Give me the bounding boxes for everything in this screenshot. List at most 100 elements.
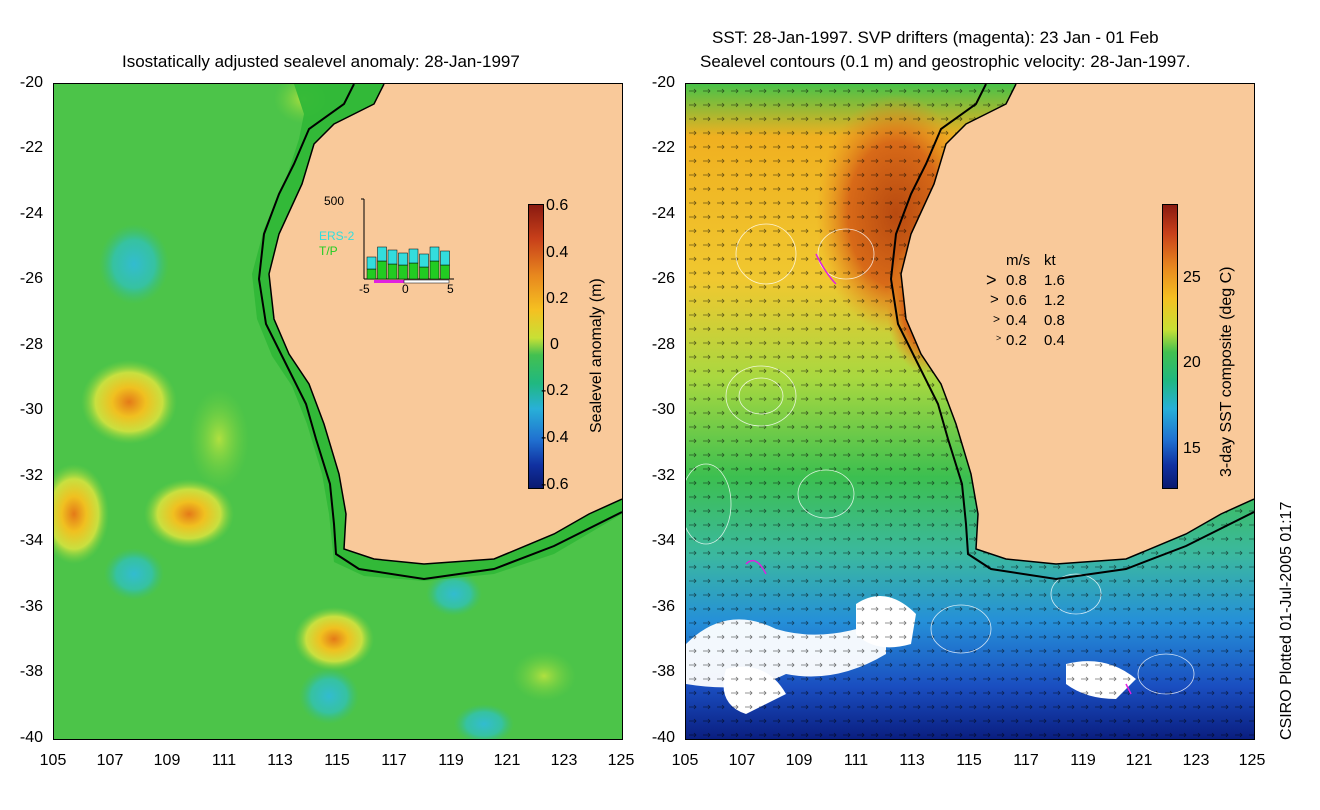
sl-cb-tick-0.4: 0.4 [546, 244, 569, 261]
right-ytick: -22 [651, 139, 675, 156]
speed-legend-ms: 0.6 [1006, 292, 1027, 309]
speed-legend: m/s kt > 0.8 1.6 > 0.6 1.2 > 0.4 0.8 > 0… [986, 252, 1096, 352]
coastline [268, 84, 622, 565]
isobath-line [257, 84, 622, 581]
right-xtick: 113 [899, 752, 925, 769]
left-ytick: -22 [19, 139, 43, 156]
speed-arrow-icon: > [996, 333, 1002, 343]
left-xtick: 113 [267, 752, 293, 769]
speed-legend-header-ms: m/s [1006, 252, 1031, 269]
left-ytick: -28 [19, 336, 43, 353]
left-xtick: 105 [39, 752, 67, 769]
inset-xtick-neg5: -5 [359, 282, 370, 296]
plot-credit: CSIRO Plotted 01-Jul-2005 01:17 [1278, 501, 1295, 740]
speed-legend-kt: 1.2 [1044, 292, 1065, 309]
left-ytick: -32 [19, 467, 43, 484]
speed-legend-kt: 0.4 [1044, 332, 1065, 349]
sl-cb-tick-0.6: 0.6 [546, 197, 569, 214]
inset-series-tp: T/P [319, 244, 338, 258]
speed-arrow-icon: > [990, 291, 999, 308]
sl-cb-tick-0: 0 [550, 336, 559, 353]
inset-bar-ers2 [429, 246, 440, 262]
sealevel-anomaly-map: 500 ERS-2 T/P -5 0 5 [53, 83, 623, 740]
left-xtick: 111 [211, 752, 237, 769]
inset-bar-ers2 [366, 256, 377, 270]
sst-colorbar [1162, 204, 1178, 489]
inset-bar-tp [429, 260, 440, 280]
inset-bar-ers2 [377, 246, 387, 262]
right-panel-title-line1: SST: 28-Jan-1997. SVP drifters (magenta)… [712, 28, 1159, 47]
right-ytick: -24 [651, 205, 675, 222]
inset-bar-ers2 [408, 248, 419, 264]
inset-bar-tp [419, 266, 429, 280]
right-ytick: -26 [651, 270, 675, 287]
left-ytick: -20 [19, 74, 43, 91]
svp-drifter-tracks [745, 253, 1132, 695]
inset-xtick-0: 0 [402, 282, 409, 296]
inset-bar-ers2 [419, 253, 429, 268]
right-xtick: 115 [956, 752, 982, 769]
speed-legend-ms: 0.8 [1006, 272, 1027, 289]
sealevel-contours [686, 223, 1195, 695]
inset-bar-ers2 [440, 250, 450, 266]
left-xtick: 123 [550, 752, 578, 769]
left-ytick: -40 [19, 729, 43, 746]
sl-cb-tick-neg0.6: -0.6 [541, 476, 569, 493]
left-panel-title: Isostatically adjusted sealevel anomaly:… [122, 52, 520, 71]
right-ytick: -32 [651, 467, 675, 484]
right-xtick: 107 [728, 752, 756, 769]
inset-bar-tp [398, 264, 408, 280]
coastline-right [900, 84, 1254, 565]
speed-legend-kt: 1.6 [1044, 272, 1065, 289]
sst-map: m/s kt > 0.8 1.6 > 0.6 1.2 > 0.4 0.8 > 0… [685, 83, 1255, 740]
left-xtick: 119 [438, 752, 464, 769]
right-xtick: 125 [1238, 752, 1266, 769]
left-xtick: 125 [607, 752, 635, 769]
speed-legend-ms: 0.4 [1006, 312, 1027, 329]
speed-legend-ms: 0.2 [1006, 332, 1027, 349]
right-ytick: -38 [651, 663, 675, 680]
left-ytick: -30 [19, 401, 43, 418]
sl-cb-tick-neg0.4: -0.4 [541, 429, 569, 446]
sst-cb-tick-20: 20 [1183, 354, 1201, 371]
sealevel-colorbar [528, 204, 544, 489]
inset-bar-ers2 [398, 252, 408, 266]
sst-cb-tick-25: 25 [1183, 269, 1201, 286]
sl-colorbar-label: Sealevel anomaly (m) [588, 278, 605, 433]
speed-legend-header-kt: kt [1044, 252, 1056, 269]
left-ytick: -26 [19, 270, 43, 287]
left-ytick: -34 [19, 532, 43, 549]
right-ytick: -28 [651, 336, 675, 353]
speed-legend-kt: 0.8 [1044, 312, 1065, 329]
left-ytick: -36 [19, 598, 43, 615]
right-xtick: 123 [1182, 752, 1210, 769]
sl-cb-tick-neg0.2: -0.2 [541, 382, 569, 399]
inset-histogram [361, 198, 454, 284]
left-xtick: 117 [381, 752, 407, 769]
right-ytick: -40 [651, 729, 675, 746]
right-ytick: -36 [651, 598, 675, 615]
right-xtick: 121 [1125, 752, 1153, 769]
right-xtick: 119 [1070, 752, 1096, 769]
left-ytick: -24 [19, 205, 43, 222]
speed-arrow-icon: > [993, 312, 1001, 326]
right-xtick: 105 [671, 752, 699, 769]
sl-cb-tick-0.2: 0.2 [546, 290, 569, 307]
inset-xtick-5: 5 [447, 282, 454, 296]
left-ytick: -38 [19, 663, 43, 680]
right-ytick: -30 [651, 401, 675, 418]
speed-arrow-icon: > [986, 270, 997, 290]
inset-bar-tp [366, 268, 377, 280]
left-xtick: 115 [324, 752, 350, 769]
left-xtick: 121 [493, 752, 521, 769]
inset-bar-tp [387, 263, 398, 280]
right-ytick: -34 [651, 532, 675, 549]
right-ytick: -20 [651, 74, 675, 91]
sst-colorbar-label: 3-day SST composite (deg C) [1218, 266, 1235, 477]
sst-cb-tick-15: 15 [1183, 440, 1201, 457]
right-xtick: 109 [785, 752, 813, 769]
inset-bar-tp [408, 262, 419, 280]
right-xtick: 117 [1013, 752, 1039, 769]
inset-ymax-label: 500 [324, 194, 345, 208]
inset-bar-tp [440, 264, 450, 280]
